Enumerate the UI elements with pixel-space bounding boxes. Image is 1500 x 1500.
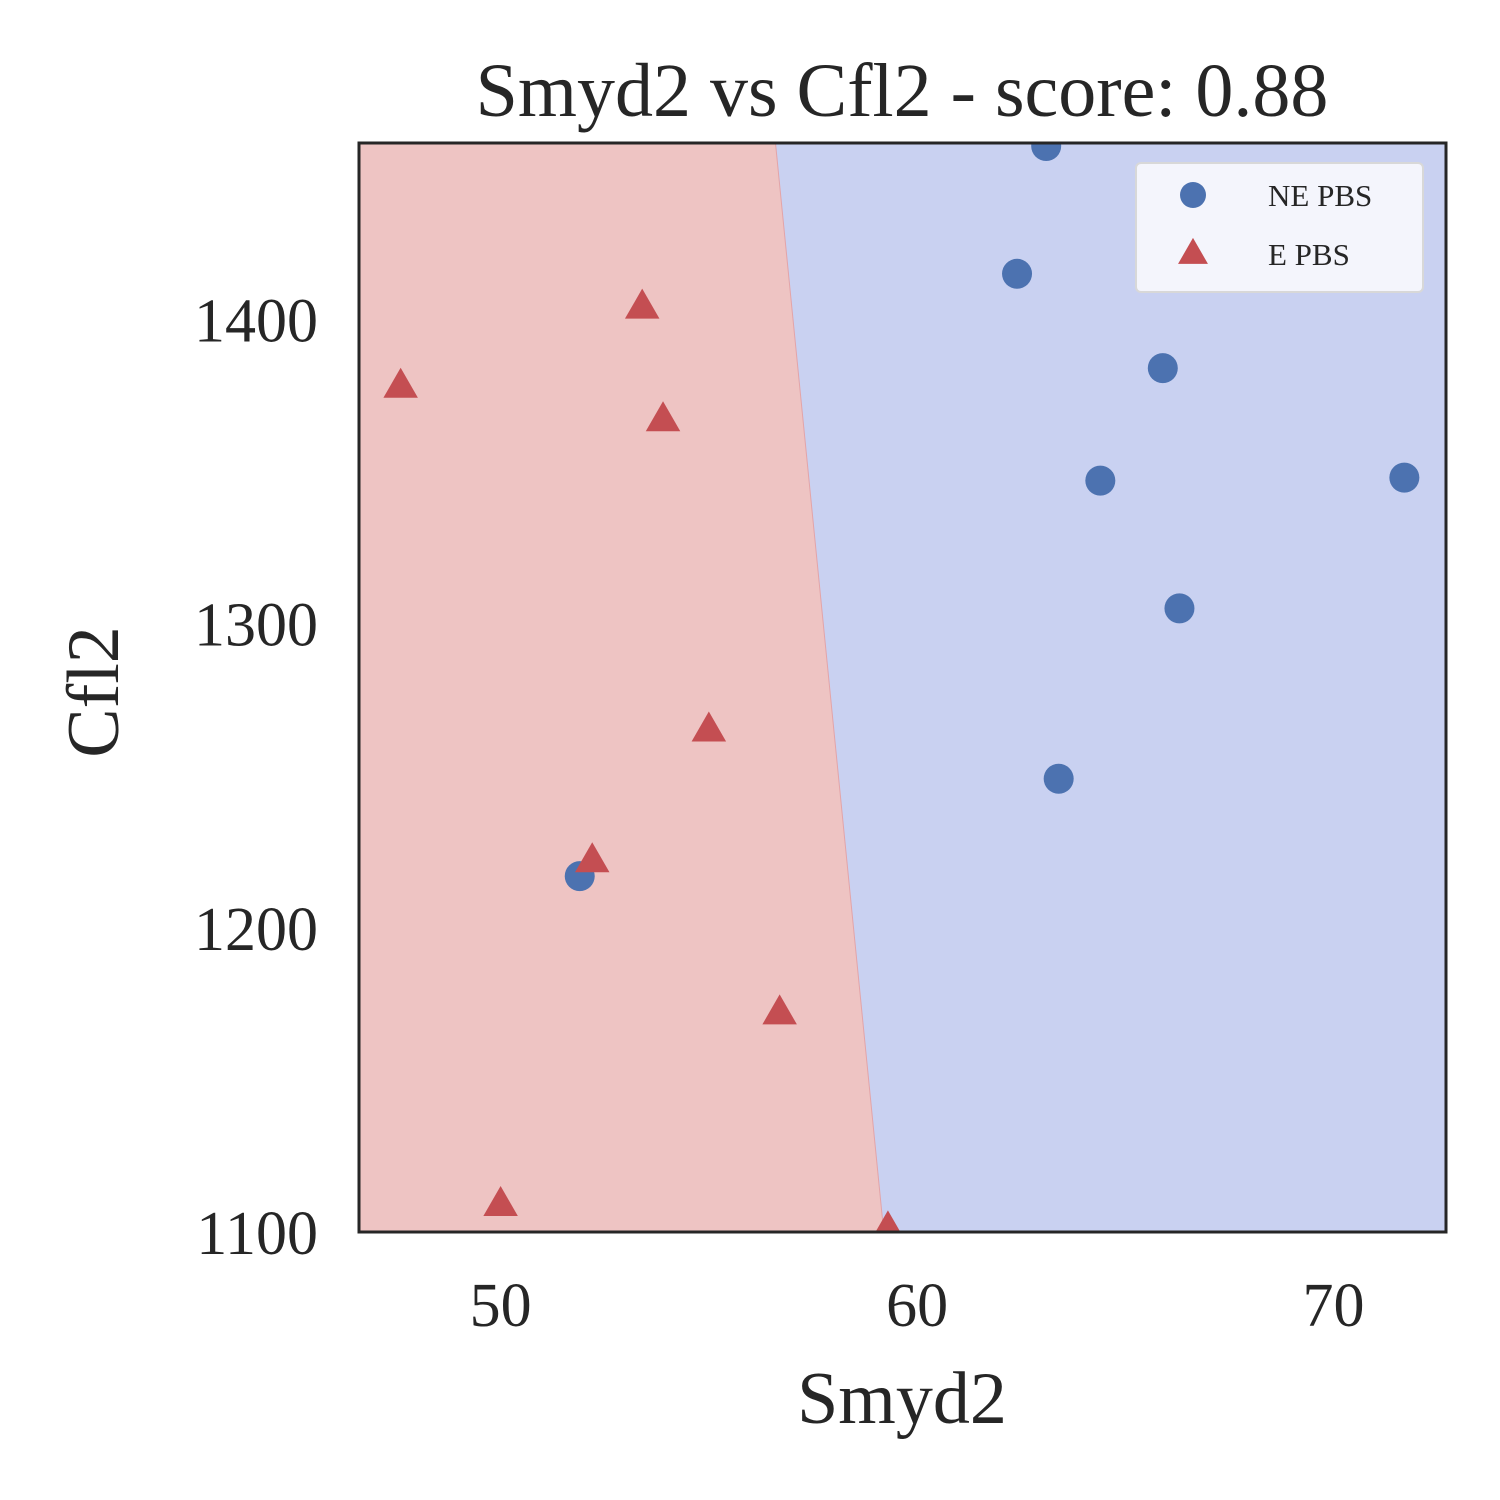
legend-label-ne-pbs: NE PBS xyxy=(1268,178,1372,213)
plot-area xyxy=(357,141,1448,1234)
x-tick-label: 60 xyxy=(886,1272,948,1340)
legend-label-e-pbs: E PBS xyxy=(1268,237,1350,272)
legend-marker-e-pbs xyxy=(1178,237,1208,264)
legend-box xyxy=(1135,162,1424,293)
point-e-pbs xyxy=(483,1186,518,1217)
region-e-pbs xyxy=(359,143,884,1232)
legend-marker-ne-pbs xyxy=(1180,182,1206,208)
chart-title: Smyd2 vs Cfl2 - score: 0.88 xyxy=(476,49,1329,133)
point-ne-pbs xyxy=(1085,465,1116,496)
point-e-pbs xyxy=(383,367,418,398)
legend: NE PBS E PBS xyxy=(1135,162,1424,293)
point-e-pbs xyxy=(691,711,727,742)
data-points xyxy=(383,143,1420,1232)
x-tick-label: 50 xyxy=(470,1272,532,1340)
point-e-pbs xyxy=(875,1210,901,1232)
y-tick-label: 1300 xyxy=(194,592,318,660)
decision-regions xyxy=(359,143,1446,1232)
series-e-pbs xyxy=(383,288,901,1232)
y-tick-label: 1400 xyxy=(194,287,318,355)
decision-boundary-line xyxy=(774,143,885,1232)
point-ne-pbs xyxy=(1389,462,1420,493)
point-ne-pbs xyxy=(1147,353,1178,384)
point-e-pbs xyxy=(762,994,797,1025)
x-axis-label: Smyd2 xyxy=(797,1358,1007,1440)
point-ne-pbs xyxy=(1031,143,1062,162)
point-e-pbs xyxy=(574,842,610,873)
point-e-pbs xyxy=(624,288,660,319)
y-tick-label: 1200 xyxy=(194,896,318,964)
point-ne-pbs xyxy=(1043,763,1074,794)
y-axis-ticks: 1100 1200 1300 1400 xyxy=(194,287,318,1268)
point-ne-pbs xyxy=(1164,593,1195,624)
plot-frame xyxy=(357,141,1448,1234)
x-axis-ticks: 50 60 70 xyxy=(470,1272,1365,1340)
y-axis-label: Cfl2 xyxy=(53,626,135,758)
point-ne-pbs xyxy=(1002,258,1033,289)
y-tick-label: 1100 xyxy=(196,1200,318,1268)
point-e-pbs xyxy=(645,401,681,432)
x-tick-label: 70 xyxy=(1303,1272,1365,1340)
